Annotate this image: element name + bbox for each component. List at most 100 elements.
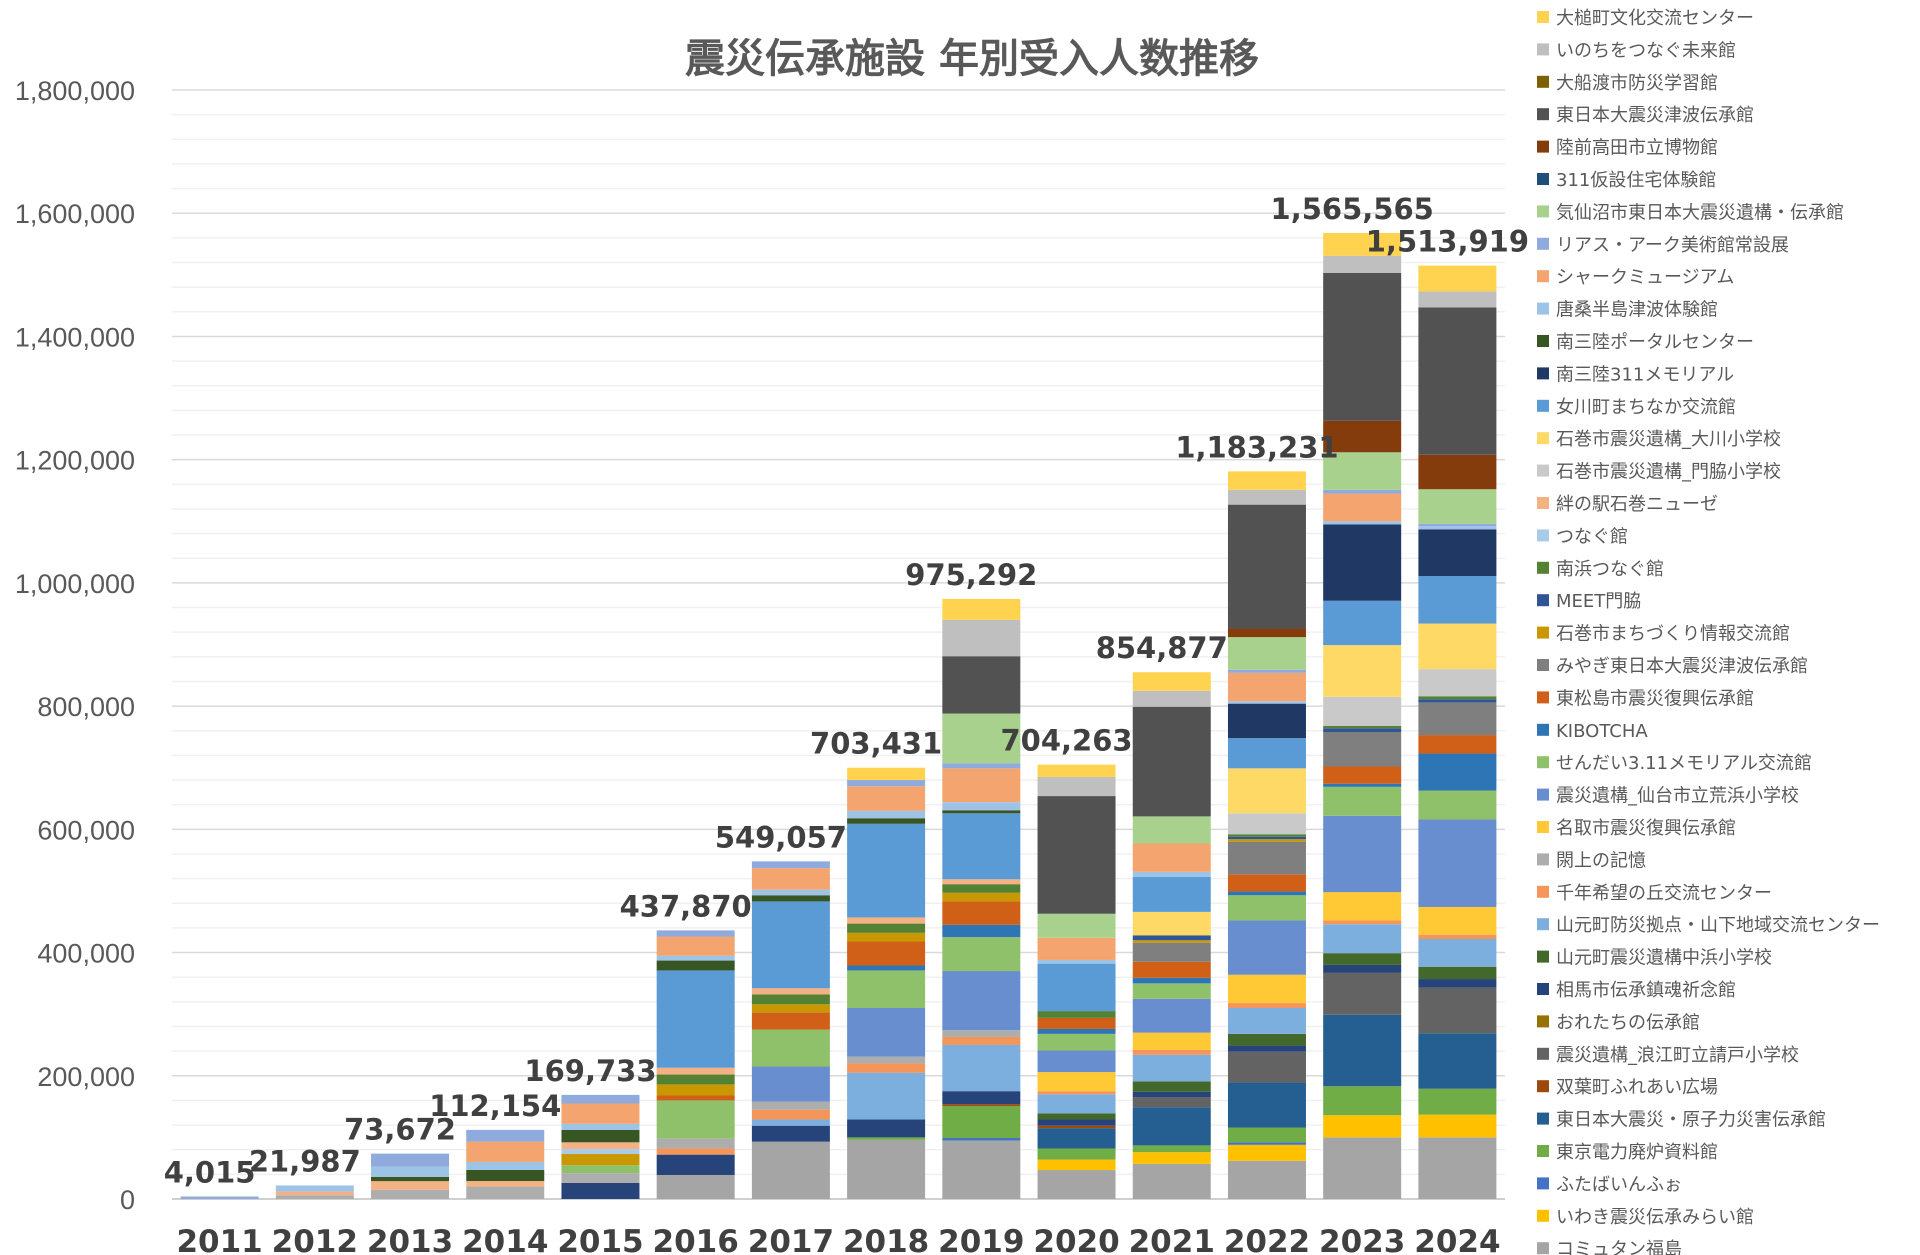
bar-segment xyxy=(656,1074,735,1085)
legend-label: 大船渡市防災学習館 xyxy=(1556,73,1718,94)
bar-segment xyxy=(275,1191,354,1196)
bar-segment xyxy=(847,818,926,824)
legend-item: 山元町防災拠点・山下地域交流センター xyxy=(1537,915,1880,936)
bar-segment xyxy=(1323,964,1402,973)
legend-label: 千年希望の丘交流センター xyxy=(1556,883,1772,904)
bar-segment xyxy=(1418,702,1497,736)
bar-segment xyxy=(1132,1107,1211,1146)
x-tick-label: 2019 xyxy=(938,1224,1024,1255)
bar-segment xyxy=(1323,766,1402,784)
legend-swatch xyxy=(1537,1177,1549,1190)
bar-segment xyxy=(371,1176,450,1182)
legend-item: 石巻市震災遺構_門脇小学校 xyxy=(1537,462,1781,483)
bar-segment xyxy=(371,1189,450,1199)
legend-swatch xyxy=(1537,1047,1549,1060)
bar-segment xyxy=(942,1138,1021,1141)
bar-segment xyxy=(751,868,830,890)
bar-segment xyxy=(847,965,926,971)
legend-label: コミュタン福島 xyxy=(1556,1239,1682,1255)
legend-item: 大槌町文化交流センター xyxy=(1537,8,1754,29)
bar-segment xyxy=(1227,1082,1306,1128)
bar-segment xyxy=(1227,1045,1306,1052)
bar-segment xyxy=(942,802,1021,811)
legend-swatch xyxy=(1537,885,1549,898)
bar-segment xyxy=(1132,998,1211,1033)
bar-segment xyxy=(1227,1160,1306,1199)
bar-segment xyxy=(751,895,830,902)
bar-segment xyxy=(1323,493,1402,522)
legend-item: 南三陸ポータルセンター xyxy=(1537,332,1754,353)
bar-segment xyxy=(1132,1163,1211,1199)
legend-label: ふたばいんふぉ xyxy=(1556,1174,1682,1195)
bar-segment xyxy=(1227,974,1306,1004)
legend-label: 陸前高田市立博物館 xyxy=(1556,138,1718,159)
total-data-label: 1,183,231 xyxy=(1175,430,1338,464)
legend-item: 震災遺構_浪江町立請戸小学校 xyxy=(1537,1045,1799,1066)
bar-segment xyxy=(1227,471,1306,490)
axes: 0 200,000 400,000 600,000 800,000 1,000,000 1,… xyxy=(15,76,1529,1255)
legend-label: 東松島市震災復興伝承館 xyxy=(1556,688,1754,709)
legend-swatch xyxy=(1537,1145,1549,1157)
legend-item: MEET門脇 xyxy=(1537,591,1641,612)
legend-swatch xyxy=(1537,335,1549,347)
bar-segment xyxy=(1418,1137,1497,1199)
bar-segment xyxy=(1132,1152,1211,1164)
legend-swatch xyxy=(1537,561,1549,574)
bar-segment xyxy=(1227,834,1306,837)
bar-segment xyxy=(847,1119,926,1138)
total-data-label: 73,672 xyxy=(344,1113,456,1147)
y-tick-label: 1,400,000 xyxy=(15,322,135,352)
legend-item: 双葉町ふれあい広場 xyxy=(1537,1077,1718,1098)
bar-segment xyxy=(942,884,1021,893)
legend-item: 陸前高田市立博物館 xyxy=(1537,138,1718,159)
bar-segment xyxy=(275,1195,354,1199)
bar-segment xyxy=(1418,753,1497,791)
bar-segment xyxy=(1323,489,1402,494)
bar-segment xyxy=(751,1125,830,1142)
bar-segment xyxy=(1132,911,1211,936)
bar-segment xyxy=(1132,1097,1211,1108)
bar-segment xyxy=(1037,1050,1116,1073)
legend-swatch xyxy=(1537,108,1549,121)
total-data-label: 112,154 xyxy=(429,1089,561,1123)
bar-segment xyxy=(1418,966,1497,980)
bar-segment xyxy=(1227,1008,1306,1034)
bar-segment xyxy=(847,941,926,966)
legend-swatch xyxy=(1537,205,1549,218)
bar-segment xyxy=(466,1181,545,1187)
total-data-label: 703,431 xyxy=(810,727,942,761)
legend-item: シャークミュージアム xyxy=(1537,267,1734,288)
legend-swatch xyxy=(1537,367,1549,380)
legend-swatch xyxy=(1537,1015,1549,1028)
x-tick-label: 2011 xyxy=(176,1224,262,1255)
y-tick-label: 600,000 xyxy=(37,815,135,845)
legend-item: 千年希望の丘交流センター xyxy=(1537,883,1772,904)
legend-item: つなぐ館 xyxy=(1537,526,1628,547)
bar-segment xyxy=(1037,1113,1116,1120)
legend-swatch xyxy=(1537,11,1549,23)
bar-segment xyxy=(561,1129,640,1143)
bar-segment xyxy=(1418,934,1497,940)
legend-label: 石巻市まちづくり情報交流館 xyxy=(1556,624,1790,645)
bar-segment xyxy=(656,1095,735,1101)
total-data-label: 169,733 xyxy=(524,1054,656,1088)
legend-swatch xyxy=(1537,594,1549,607)
bar-segment xyxy=(1132,672,1211,691)
legend-swatch xyxy=(1537,529,1549,542)
x-tick-label: 2021 xyxy=(1129,1224,1215,1255)
x-tick-label: 2023 xyxy=(1319,1224,1405,1255)
legend-swatch xyxy=(1537,788,1549,801)
bar-segment xyxy=(656,960,735,971)
bar-segment xyxy=(1323,696,1402,726)
legend-swatch xyxy=(1537,43,1549,56)
bar-segment xyxy=(1418,735,1497,754)
bar-segment xyxy=(1323,783,1402,787)
bar-segment xyxy=(371,1166,450,1177)
legend-label: 石巻市震災遺構_大川小学校 xyxy=(1556,429,1781,450)
legend-item: ふたばいんふぉ xyxy=(1537,1174,1682,1195)
legend-label: おれたちの伝承館 xyxy=(1556,1012,1700,1033)
bar-segment xyxy=(847,1137,926,1140)
legend-item: 相馬市伝承鎮魂祈念館 xyxy=(1537,979,1736,1001)
x-tick-label: 2012 xyxy=(272,1224,358,1255)
